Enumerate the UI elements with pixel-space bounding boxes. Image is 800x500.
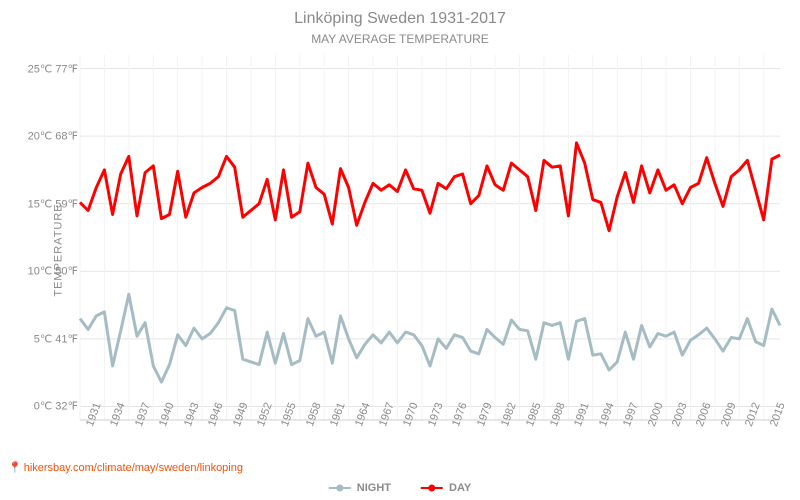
y-tick-label: 25℃ 77℉: [28, 62, 78, 75]
pin-icon: 📍: [8, 461, 22, 474]
series-night: [80, 294, 780, 382]
legend-item-day: DAY: [421, 482, 471, 494]
legend: NIGHT DAY: [329, 482, 471, 494]
chart-title: Linköping Sweden 1931-2017: [0, 0, 800, 28]
series-day: [80, 143, 780, 231]
legend-label-day: DAY: [449, 482, 471, 494]
y-tick-label: 15℃ 59℉: [28, 197, 78, 210]
plot-svg: [80, 55, 780, 420]
y-tick-label: 20℃ 68℉: [28, 130, 78, 143]
chart-subtitle: MAY AVERAGE TEMPERATURE: [0, 28, 800, 46]
y-tick-label: 5℃ 41℉: [34, 332, 78, 345]
y-tick-label: 10℃ 50℉: [28, 265, 78, 278]
attribution: 📍hikersbay.com/climate/may/sweden/linkop…: [8, 461, 243, 474]
legend-label-night: NIGHT: [357, 482, 391, 494]
y-axis-label: TEMPERATURE: [53, 203, 65, 296]
legend-item-night: NIGHT: [329, 482, 391, 494]
legend-marker-day: [421, 487, 443, 489]
attribution-text: hikersbay.com/climate/may/sweden/linkopi…: [24, 462, 243, 474]
legend-marker-night: [329, 487, 351, 489]
plot-area: [80, 55, 780, 420]
y-tick-label: 0℃ 32℉: [34, 400, 78, 413]
